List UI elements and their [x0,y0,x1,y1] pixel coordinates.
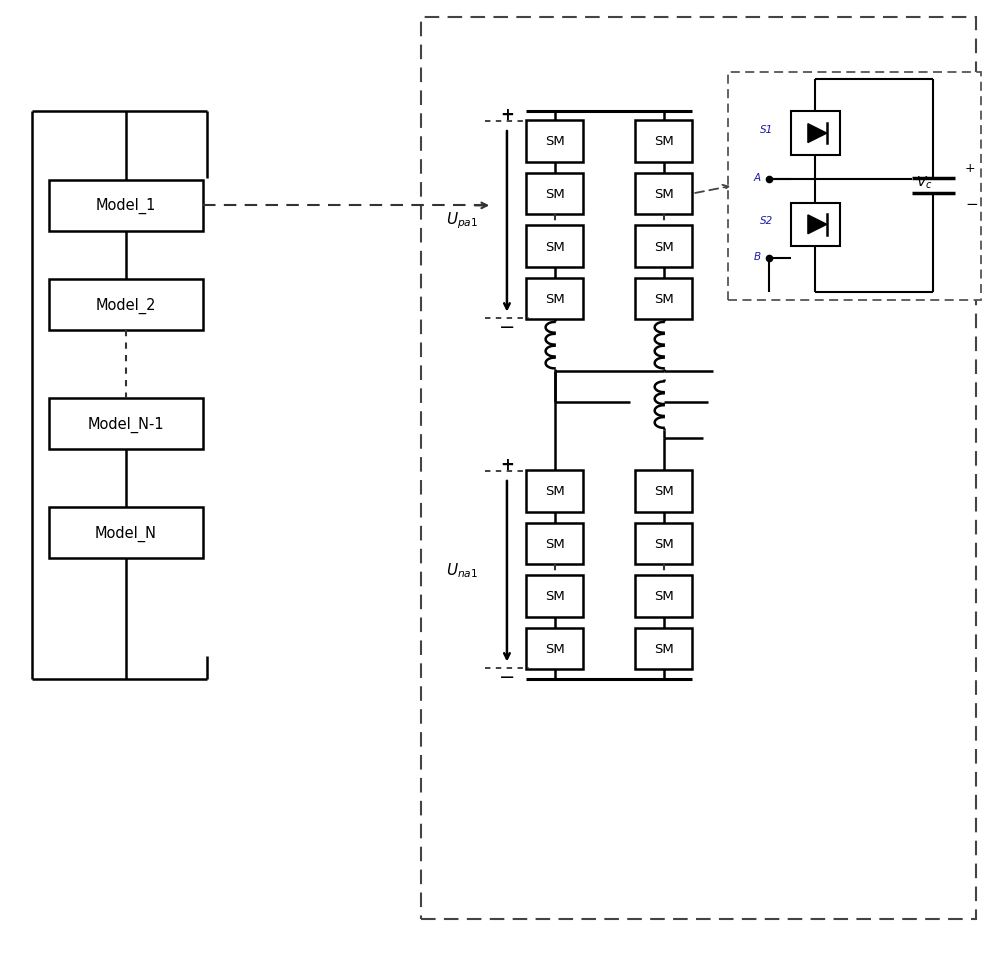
Bar [526,471,583,512]
Polygon shape [808,215,827,234]
Text: SM: SM [545,135,564,149]
Text: A: A [754,172,761,183]
Bar [791,112,840,155]
Text: SM: SM [654,240,674,253]
Bar [526,121,583,163]
Text: Model_N-1: Model_N-1 [87,416,164,432]
Text: S1: S1 [759,125,773,135]
Bar [635,173,692,215]
Text: SM: SM [654,537,674,550]
Bar [728,72,981,300]
Bar [49,279,203,331]
Bar [49,507,203,558]
Bar [635,226,692,268]
Text: SM: SM [545,590,564,603]
Text: SM: SM [545,188,564,201]
Bar [49,180,203,232]
Bar [526,173,583,215]
Text: +: + [500,456,514,474]
Text: $V_c$: $V_c$ [916,174,932,191]
Text: SM: SM [545,240,564,253]
Text: +: + [965,162,976,175]
Text: SM: SM [654,293,674,306]
Text: $U_{pa1}$: $U_{pa1}$ [446,211,478,231]
Text: SM: SM [654,590,674,603]
Text: SM: SM [545,642,564,656]
Bar [635,576,692,618]
Text: SM: SM [654,188,674,201]
Bar [635,278,692,320]
Polygon shape [808,125,827,143]
Bar [635,471,692,512]
Text: +: + [500,106,514,124]
Text: SM: SM [654,642,674,656]
Bar [526,523,583,564]
Bar [526,278,583,320]
Text: $U_{na1}$: $U_{na1}$ [446,560,478,579]
Text: −: − [499,317,515,336]
Text: B: B [754,252,761,262]
Bar [635,523,692,564]
Text: SM: SM [545,293,564,306]
Text: SM: SM [654,485,674,497]
Bar [635,121,692,163]
Bar [526,576,583,618]
Text: Model_N: Model_N [95,525,157,541]
Bar [635,628,692,670]
Bar [791,203,840,247]
Bar [49,398,203,450]
Text: −: − [965,196,978,212]
Text: −: − [499,667,515,686]
Text: S2: S2 [759,216,773,226]
Bar [421,18,976,919]
Text: SM: SM [545,537,564,550]
Text: Model_2: Model_2 [95,297,156,314]
Bar [526,226,583,268]
Bar [526,628,583,670]
Text: Model_1: Model_1 [95,198,156,214]
Text: SM: SM [654,135,674,149]
Text: SM: SM [545,485,564,497]
